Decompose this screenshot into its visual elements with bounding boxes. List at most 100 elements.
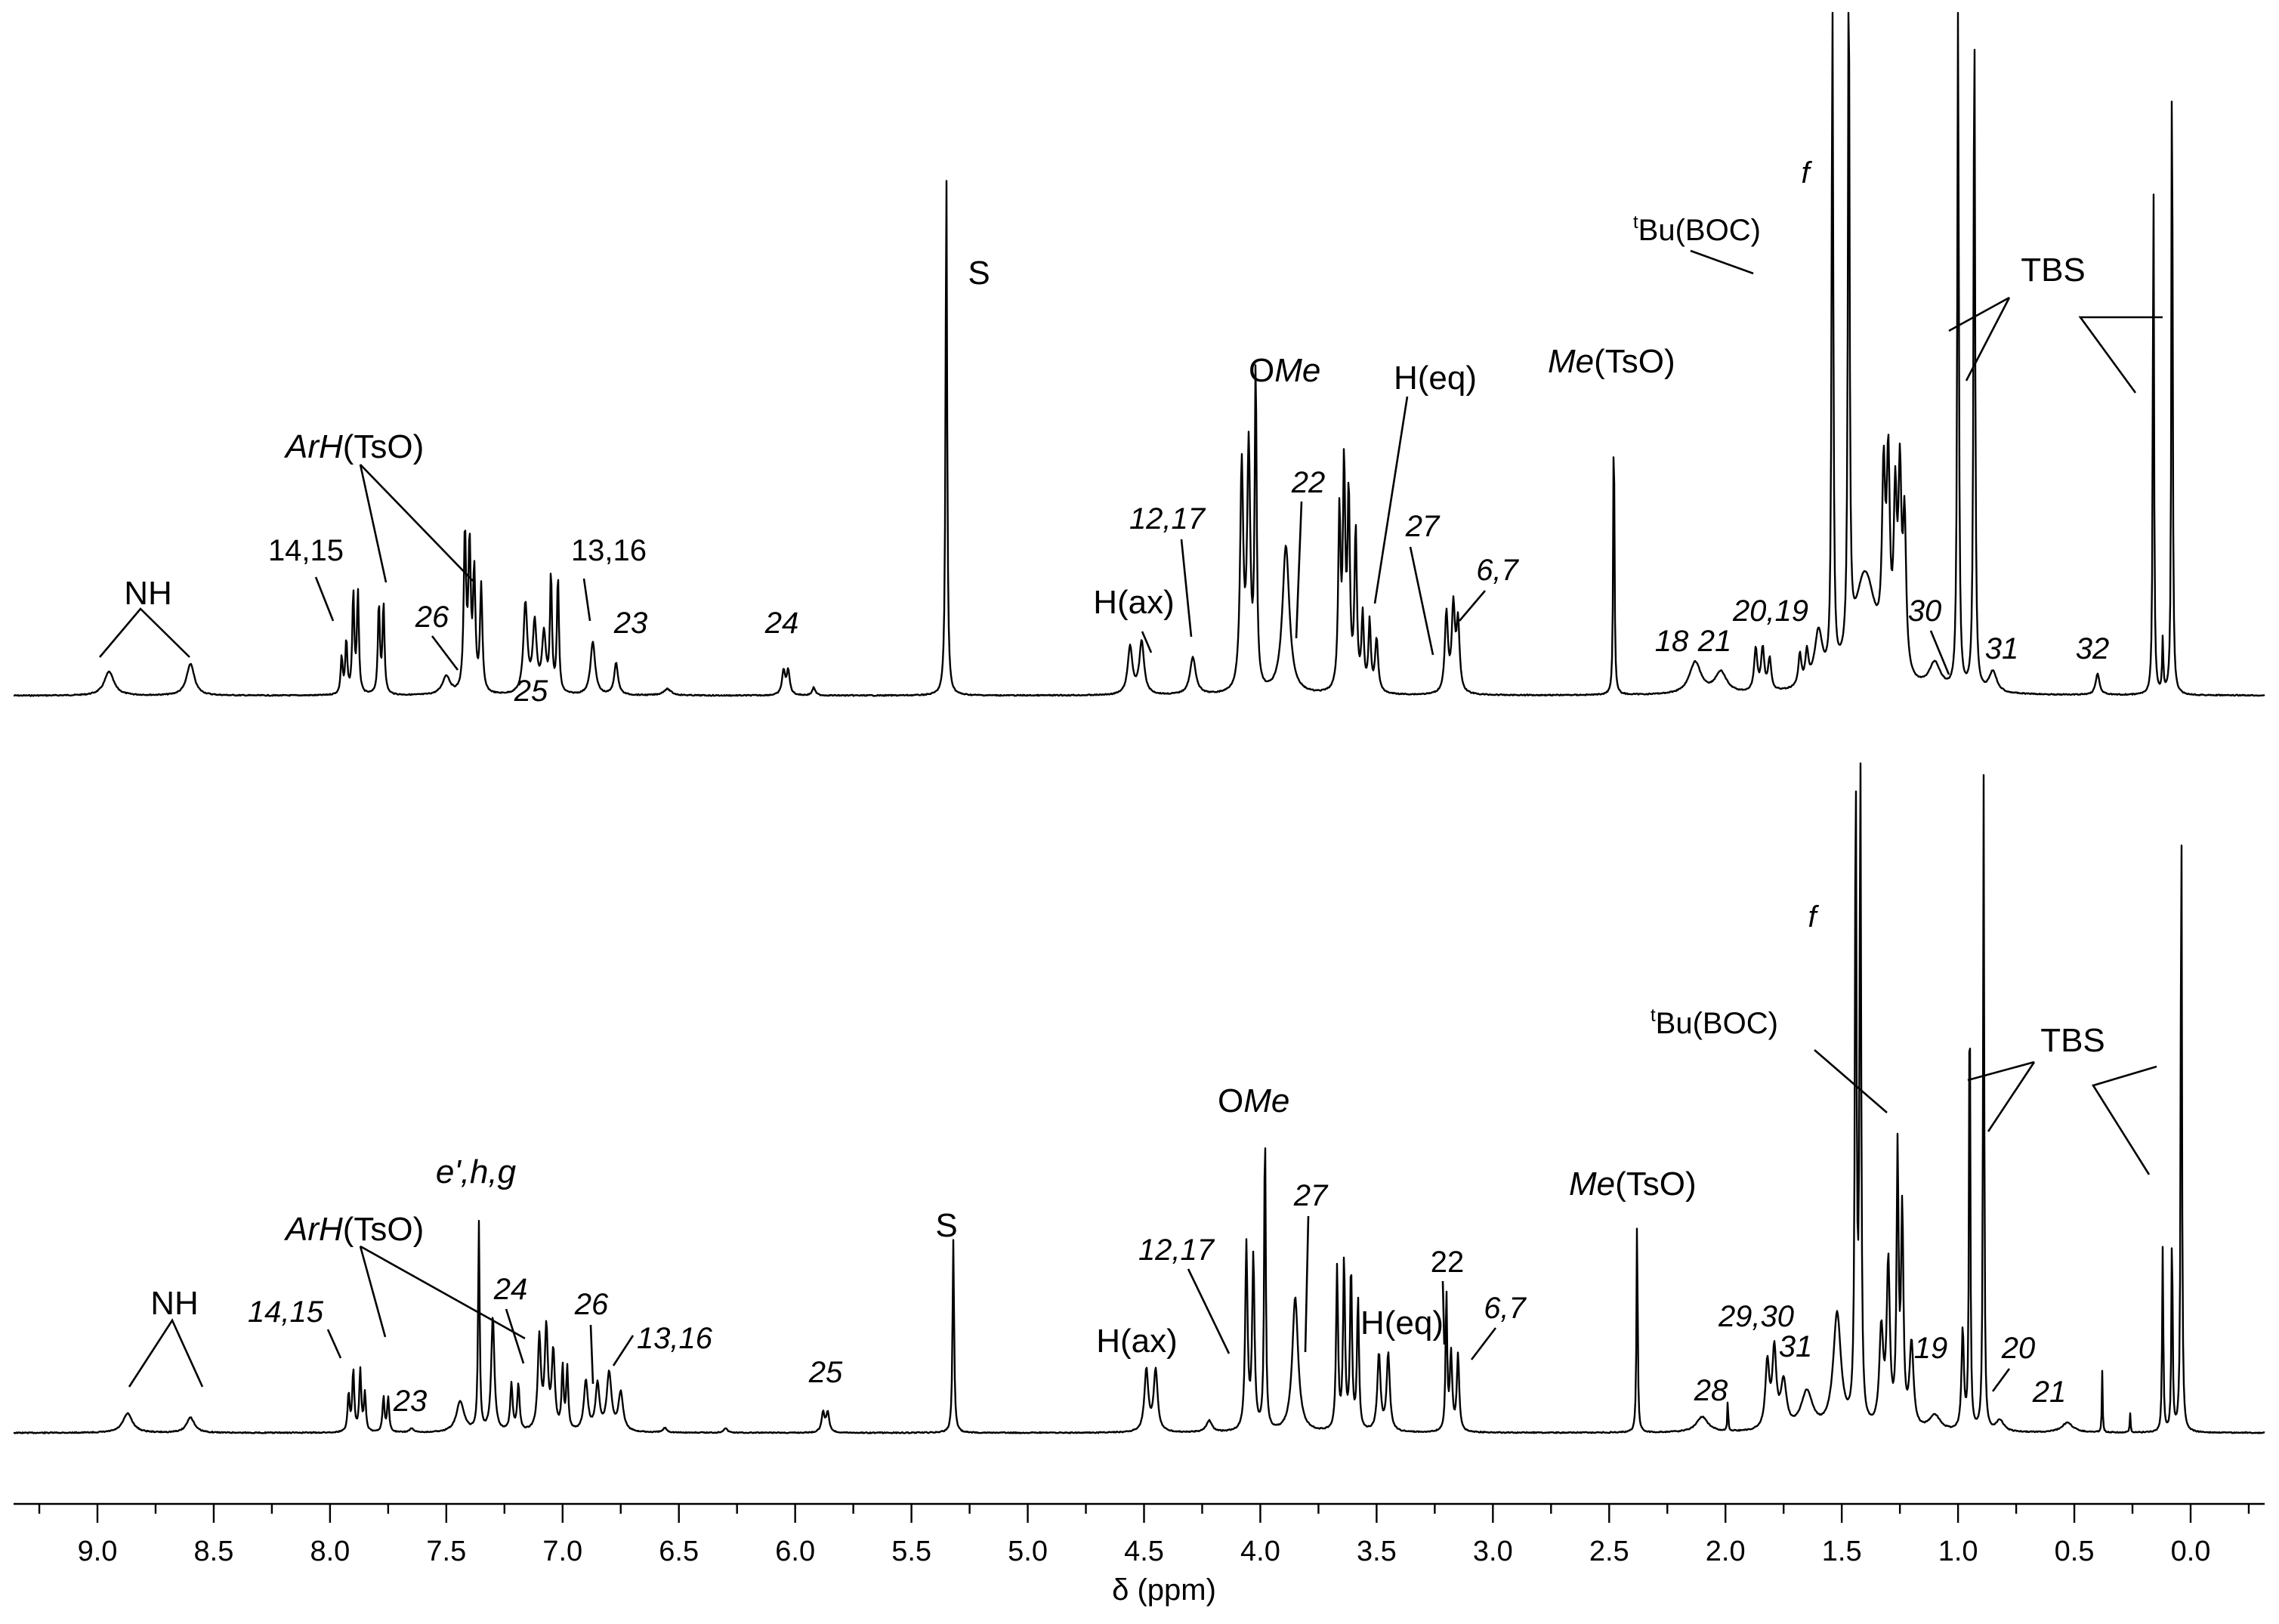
bot-label-27: 27 — [1293, 1179, 1329, 1212]
bot-label-19: 19 — [1914, 1332, 1948, 1365]
top-label-23: 23 — [613, 607, 648, 640]
top-label-13-16: 13,16 — [571, 534, 647, 567]
top-label-22: 22 — [1291, 466, 1326, 499]
bot-label-hax: H(ax) — [1096, 1323, 1178, 1360]
bot-label-31: 31 — [1779, 1330, 1813, 1363]
top-leader-13-16 — [582, 578, 591, 622]
top-labels: NH 14,15 ArH(TsO) 26 25 13,16 23 24 S H(… — [124, 156, 2109, 708]
top-label-heq: H(eq) — [1394, 360, 1477, 397]
x-tick-label: 7.5 — [426, 1536, 466, 1567]
bot-label-s: S — [935, 1207, 957, 1244]
bot-label-13-16: 13,16 — [637, 1322, 713, 1355]
top-label-12-17: 12,17 — [1129, 502, 1206, 536]
top-label-30: 30 — [1908, 594, 1942, 628]
bot-leader-arh-2 — [360, 1245, 526, 1340]
bot-label-f: f — [1808, 900, 1819, 934]
x-tick-label: 6.5 — [659, 1536, 699, 1567]
top-leader-22 — [1295, 501, 1303, 639]
top-label-21: 21 — [1697, 625, 1732, 658]
top-leader-hax — [1141, 631, 1153, 653]
top-label-hax: H(ax) — [1093, 584, 1175, 621]
x-tick-label: 1.0 — [1938, 1536, 1978, 1567]
bot-label-6-7: 6,7 — [1484, 1292, 1527, 1325]
top-leader-12-17 — [1180, 539, 1193, 638]
top-leader-arh-1 — [359, 464, 388, 583]
top-leader-tbu-boc — [1690, 249, 1754, 275]
bot-label-20: 20 — [2001, 1332, 2036, 1365]
top-label-s: S — [968, 255, 990, 292]
top-label-20-19: 20,19 — [1732, 594, 1808, 628]
top-leader-lines — [99, 249, 2163, 675]
bot-label-29-30: 29,30 — [1718, 1300, 1794, 1333]
x-tick-label: 2.5 — [1589, 1536, 1629, 1567]
bot-label-21: 21 — [2032, 1375, 2067, 1409]
top-label-ome: OMe — [1249, 352, 1320, 389]
x-axis-ticks: 9.0 8.5 8.0 7.5 7.0 6.5 6.0 5.5 5.0 4.5 4.0 3.5 3.0 2… — [38, 1504, 2250, 1567]
top-label-tbu-boc: tBu(BOC) — [1633, 212, 1761, 247]
bot-label-arh-tso: ArH(TsO) — [283, 1211, 424, 1248]
top-label-arh-tso: ArH(TsO) — [283, 428, 424, 465]
top-label-6-7: 6,7 — [1476, 554, 1519, 587]
x-tick-label: 6.0 — [775, 1536, 815, 1567]
bot-leader-tbu-boc — [1814, 1049, 1888, 1113]
bot-label-24: 24 — [493, 1273, 528, 1306]
bot-leader-12-17 — [1187, 1268, 1231, 1354]
bot-leader-tbs-3 — [2091, 1065, 2157, 1175]
bot-label-tbs: TBS — [2040, 1022, 2105, 1059]
bot-label-tbu-boc: tBu(BOC) — [1651, 1005, 1778, 1040]
top-leader-arh-2 — [360, 464, 474, 582]
x-tick-label: 5.0 — [1008, 1536, 1048, 1567]
x-tick-label: 3.5 — [1357, 1536, 1397, 1567]
bot-leader-nh — [128, 1318, 204, 1388]
top-leader-26 — [431, 635, 459, 671]
bottom-spectrum-trace — [13, 762, 2265, 1434]
top-label-14-15: 14,15 — [268, 534, 344, 567]
top-leader-30 — [1929, 630, 1950, 675]
x-tick-label: 4.5 — [1124, 1536, 1164, 1567]
bot-leader-14-15 — [326, 1329, 342, 1359]
bot-leader-26 — [589, 1324, 594, 1385]
bot-label-nh: NH — [150, 1285, 199, 1322]
bot-leader-27 — [1304, 1215, 1310, 1353]
x-tick-label: 1.5 — [1822, 1536, 1862, 1567]
bot-label-22: 22 — [1431, 1246, 1465, 1279]
x-tick-label: 2.0 — [1706, 1536, 1746, 1567]
x-tick-label: 4.0 — [1240, 1536, 1280, 1567]
x-tick-label: 5.5 — [891, 1536, 931, 1567]
top-label-26: 26 — [415, 601, 449, 634]
bot-label-26: 26 — [574, 1288, 609, 1321]
top-spectrum-trace — [13, 11, 2265, 697]
bot-leader-6-7 — [1470, 1327, 1497, 1360]
top-leader-nh — [99, 607, 190, 658]
bot-leader-20 — [1991, 1368, 2011, 1392]
top-label-18: 18 — [1655, 625, 1689, 658]
bot-label-25: 25 — [808, 1356, 843, 1389]
top-leader-heq — [1373, 396, 1409, 604]
top-label-me-tso: Me(TsO) — [1548, 343, 1675, 380]
top-label-tbs: TBS — [2021, 252, 2086, 289]
top-label-25: 25 — [514, 675, 548, 708]
bot-leader-24 — [505, 1308, 525, 1364]
top-leader-27 — [1409, 546, 1434, 656]
top-leader-tbs-1 — [1948, 296, 2010, 332]
x-tick-label: 0.5 — [2055, 1536, 2095, 1567]
top-leader-14-15 — [314, 576, 335, 622]
bot-leader-tbs-2 — [1987, 1061, 2036, 1132]
top-leader-tbs-2 — [1965, 297, 2011, 381]
x-tick-label: 3.0 — [1473, 1536, 1513, 1567]
top-leader-tbs-3 — [2078, 316, 2163, 394]
top-leader-6-7 — [1459, 590, 1486, 622]
x-tick-label: 8.0 — [310, 1536, 350, 1567]
bot-leader-arh-1 — [359, 1246, 387, 1338]
top-label-f: f — [1801, 156, 1812, 190]
bot-label-me-tso: Me(TsO) — [1569, 1166, 1697, 1203]
x-tick-label: 7.0 — [542, 1536, 582, 1567]
bottom-labels: NH 14,15 ArH(TsO) 23 e',h,g 24 26 13,16 … — [150, 900, 2105, 1418]
bot-label-heq: H(eq) — [1360, 1304, 1444, 1341]
x-tick-label: 0.0 — [2171, 1536, 2211, 1567]
bot-label-ome: OMe — [1218, 1082, 1289, 1119]
top-label-32: 32 — [2076, 632, 2110, 665]
bottom-leader-lines — [128, 1049, 2157, 1392]
top-label-27: 27 — [1405, 510, 1441, 543]
